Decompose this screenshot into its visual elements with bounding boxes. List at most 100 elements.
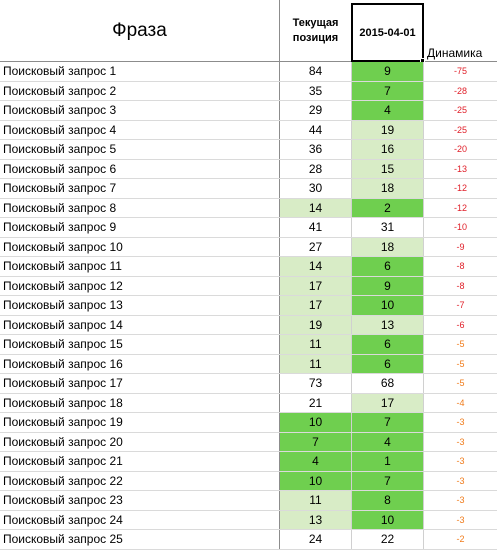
cell-date-position[interactable]: 6 bbox=[351, 354, 424, 373]
cell-dynamics[interactable]: -5 bbox=[456, 358, 465, 369]
cell-dynamics[interactable]: -28 bbox=[453, 85, 467, 96]
cell-current-position[interactable]: 11 bbox=[279, 354, 351, 373]
cell-phrase[interactable]: Поисковый запрос 19 bbox=[3, 415, 123, 430]
column-header-phrase[interactable]: Фраза bbox=[112, 20, 167, 41]
cell-current-position[interactable]: 14 bbox=[279, 257, 351, 276]
cell-date-position[interactable]: 15 bbox=[351, 159, 424, 178]
cell-date-position[interactable]: 18 bbox=[351, 237, 424, 256]
cell-current-position[interactable]: 73 bbox=[279, 374, 351, 393]
cell-phrase[interactable]: Поисковый запрос 6 bbox=[3, 161, 117, 176]
cell-date-position[interactable]: 10 bbox=[351, 296, 424, 315]
cell-current-position[interactable]: 27 bbox=[279, 237, 351, 256]
cell-dynamics[interactable]: -3 bbox=[456, 456, 465, 467]
cell-dynamics[interactable]: -25 bbox=[453, 124, 467, 135]
cell-current-position[interactable]: 35 bbox=[279, 81, 351, 100]
cell-dynamics[interactable]: -75 bbox=[453, 66, 467, 77]
cell-date-position[interactable]: 9 bbox=[351, 276, 424, 295]
cell-phrase[interactable]: Поисковый запрос 20 bbox=[3, 434, 123, 449]
cell-dynamics[interactable]: -10 bbox=[453, 222, 467, 233]
cell-phrase[interactable]: Поисковый запрос 10 bbox=[3, 239, 123, 254]
cell-date-position[interactable]: 7 bbox=[351, 413, 424, 432]
column-header-dynamics[interactable]: Динамика bbox=[427, 46, 483, 60]
cell-phrase[interactable]: Поисковый запрос 5 bbox=[3, 142, 117, 157]
cell-current-position[interactable]: 7 bbox=[279, 432, 351, 451]
cell-current-position[interactable]: 28 bbox=[279, 159, 351, 178]
cell-phrase[interactable]: Поисковый запрос 24 bbox=[3, 512, 123, 527]
cell-date-position[interactable]: 7 bbox=[351, 471, 424, 490]
cell-dynamics[interactable]: -4 bbox=[456, 397, 465, 408]
cell-dynamics[interactable]: -12 bbox=[453, 202, 467, 213]
cell-phrase[interactable]: Поисковый запрос 23 bbox=[3, 493, 123, 508]
cell-date-position[interactable]: 19 bbox=[351, 120, 424, 139]
cell-dynamics[interactable]: -8 bbox=[456, 261, 465, 272]
cell-phrase[interactable]: Поисковый запрос 7 bbox=[3, 181, 117, 196]
cell-date-position[interactable]: 7 bbox=[351, 81, 424, 100]
cell-dynamics[interactable]: -2 bbox=[456, 534, 465, 545]
cell-current-position[interactable]: 13 bbox=[279, 510, 351, 529]
cell-current-position[interactable]: 4 bbox=[279, 452, 351, 471]
cell-date-position[interactable]: 31 bbox=[351, 218, 424, 237]
cell-dynamics[interactable]: -8 bbox=[456, 280, 465, 291]
cell-dynamics[interactable]: -3 bbox=[456, 514, 465, 525]
cell-phrase[interactable]: Поисковый запрос 12 bbox=[3, 278, 123, 293]
cell-current-position[interactable]: 44 bbox=[279, 120, 351, 139]
cell-current-position[interactable]: 10 bbox=[279, 413, 351, 432]
cell-current-position[interactable]: 17 bbox=[279, 296, 351, 315]
cell-dynamics[interactable]: -3 bbox=[456, 436, 465, 447]
cell-date-position[interactable]: 2 bbox=[351, 198, 424, 217]
cell-phrase[interactable]: Поисковый запрос 16 bbox=[3, 356, 123, 371]
cell-phrase[interactable]: Поисковый запрос 2 bbox=[3, 83, 117, 98]
cell-phrase[interactable]: Поисковый запрос 3 bbox=[3, 103, 117, 118]
cell-date-position[interactable]: 8 bbox=[351, 491, 424, 510]
cell-phrase[interactable]: Поисковый запрос 15 bbox=[3, 337, 123, 352]
cell-date-position[interactable]: 68 bbox=[351, 374, 424, 393]
cell-phrase[interactable]: Поисковый запрос 21 bbox=[3, 454, 123, 469]
cell-current-position[interactable]: 11 bbox=[279, 491, 351, 510]
cell-date-position[interactable]: 13 bbox=[351, 315, 424, 334]
cell-dynamics[interactable]: -5 bbox=[456, 378, 465, 389]
cell-dynamics[interactable]: -7 bbox=[456, 300, 465, 311]
cell-current-position[interactable]: 19 bbox=[279, 315, 351, 334]
cell-current-position[interactable]: 11 bbox=[279, 335, 351, 354]
cell-dynamics[interactable]: -13 bbox=[453, 163, 467, 174]
cell-date-position[interactable]: 4 bbox=[351, 101, 424, 120]
cell-phrase[interactable]: Поисковый запрос 17 bbox=[3, 376, 123, 391]
cell-phrase[interactable]: Поисковый запрос 4 bbox=[3, 122, 117, 137]
cell-current-position[interactable]: 41 bbox=[279, 218, 351, 237]
cell-dynamics[interactable]: -20 bbox=[453, 144, 467, 155]
cell-dynamics[interactable]: -6 bbox=[456, 319, 465, 330]
cell-phrase[interactable]: Поисковый запрос 8 bbox=[3, 200, 117, 215]
cell-phrase[interactable]: Поисковый запрос 9 bbox=[3, 220, 117, 235]
cell-date-position[interactable]: 6 bbox=[351, 335, 424, 354]
cell-current-position[interactable]: 21 bbox=[279, 393, 351, 412]
cell-date-position[interactable]: 9 bbox=[351, 62, 424, 81]
cell-dynamics[interactable]: -3 bbox=[456, 475, 465, 486]
cell-current-position[interactable]: 17 bbox=[279, 276, 351, 295]
cell-date-position[interactable]: 16 bbox=[351, 140, 424, 159]
cell-phrase[interactable]: Поисковый запрос 14 bbox=[3, 317, 123, 332]
cell-date-position[interactable]: 1 bbox=[351, 452, 424, 471]
cell-date-position[interactable]: 6 bbox=[351, 257, 424, 276]
cell-dynamics[interactable]: -25 bbox=[453, 105, 467, 116]
cell-current-position[interactable]: 14 bbox=[279, 198, 351, 217]
cell-phrase[interactable]: Поисковый запрос 18 bbox=[3, 395, 123, 410]
cell-date-position[interactable]: 4 bbox=[351, 432, 424, 451]
cell-date-position[interactable]: 17 bbox=[351, 393, 424, 412]
cell-current-position[interactable]: 24 bbox=[279, 530, 351, 549]
cell-phrase[interactable]: Поисковый запрос 22 bbox=[3, 473, 123, 488]
cell-phrase[interactable]: Поисковый запрос 25 bbox=[3, 532, 123, 547]
cell-dynamics[interactable]: -5 bbox=[456, 339, 465, 350]
cell-dynamics[interactable]: -3 bbox=[456, 495, 465, 506]
cell-current-position[interactable]: 36 bbox=[279, 140, 351, 159]
cell-current-position[interactable]: 84 bbox=[279, 62, 351, 81]
cell-phrase[interactable]: Поисковый запрос 13 bbox=[3, 298, 123, 313]
cell-date-position[interactable]: 18 bbox=[351, 179, 424, 198]
cell-dynamics[interactable]: -9 bbox=[456, 241, 465, 252]
cell-current-position[interactable]: 30 bbox=[279, 179, 351, 198]
cell-dynamics[interactable]: -12 bbox=[453, 183, 467, 194]
cell-date-position[interactable]: 22 bbox=[351, 530, 424, 549]
cell-current-position[interactable]: 10 bbox=[279, 471, 351, 490]
cell-dynamics[interactable]: -3 bbox=[456, 417, 465, 428]
cell-date-position[interactable]: 10 bbox=[351, 510, 424, 529]
cell-current-position[interactable]: 29 bbox=[279, 101, 351, 120]
